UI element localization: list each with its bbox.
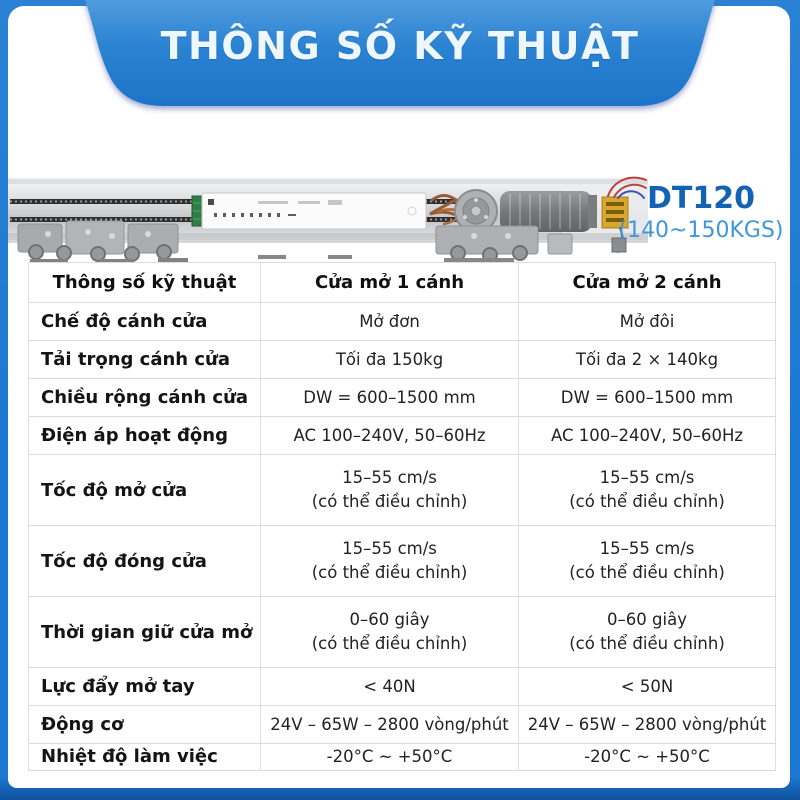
door-carriage-left <box>17 220 188 263</box>
model-name: DT120 <box>647 181 755 216</box>
row-value-double: 15–55 cm/s (có thể điều chỉnh) <box>518 454 776 526</box>
row-value-double: 24V – 65W – 2800 vòng/phút <box>518 705 776 744</box>
row-value-single: < 40N <box>260 667 519 706</box>
rail-top-cap <box>8 177 648 185</box>
product-photo <box>8 176 648 263</box>
spec-table: Thông số kỹ thuật Cửa mở 1 cánh Cửa mở 2… <box>28 262 776 771</box>
table-row: Nhiệt độ làm việc -20°C ~ +50°C -20°C ~ … <box>28 743 776 771</box>
table-header-row: Thông số kỹ thuật Cửa mở 1 cánh Cửa mở 2… <box>28 262 776 303</box>
row-value-double: 0–60 giây (có thể điều chỉnh) <box>518 596 776 668</box>
banner-ribbon-shape <box>85 0 715 106</box>
table-row: Tốc độ mở cửa 15–55 cm/s (có thể điều ch… <box>28 454 776 526</box>
terminal-block <box>601 196 629 229</box>
row-label: Chế độ cánh cửa <box>28 302 261 341</box>
column-header-double: Cửa mở 2 cánh <box>518 262 776 303</box>
model-block: DT120 (140~150KGS) <box>612 182 790 246</box>
row-value-double: DW = 600–1500 mm <box>518 378 776 417</box>
door-carriage-right <box>258 225 573 263</box>
row-value-double: < 50N <box>518 667 776 706</box>
gear-motor <box>500 191 597 232</box>
row-label: Nhiệt độ làm việc <box>28 743 261 771</box>
row-label: Tốc độ đóng cửa <box>28 525 261 597</box>
row-value-double: -20°C ~ +50°C <box>518 743 776 771</box>
row-value-single: Mở đơn <box>260 302 519 341</box>
model-capacity: (140~150KGS) <box>618 218 784 243</box>
column-header-spec: Thông số kỹ thuật <box>28 262 261 303</box>
row-value-single: DW = 600–1500 mm <box>260 378 519 417</box>
column-header-single: Cửa mở 1 cánh <box>260 262 519 303</box>
row-value-single: -20°C ~ +50°C <box>260 743 519 771</box>
page-title: THÔNG SỐ KỸ THUẬT <box>160 24 640 68</box>
row-label: Lực đẩy mở tay <box>28 667 261 706</box>
row-value-single: 0–60 giây (có thể điều chỉnh) <box>260 596 519 668</box>
row-label: Thời gian giữ cửa mở <box>28 596 261 668</box>
row-value-single: 15–55 cm/s (có thể điều chỉnh) <box>260 525 519 597</box>
sensor-connector <box>611 237 627 253</box>
table-row: Động cơ 24V – 65W – 2800 vòng/phút 24V –… <box>28 705 776 744</box>
row-value-double: Mở đôi <box>518 302 776 341</box>
row-value-single: 15–55 cm/s (có thể điều chỉnh) <box>260 454 519 526</box>
control-unit <box>191 192 427 230</box>
table-row: Tải trọng cánh cửa Tối đa 150kg Tối đa 2… <box>28 340 776 379</box>
row-value-single: 24V – 65W – 2800 vòng/phút <box>260 705 519 744</box>
table-row: Lực đẩy mở tay < 40N < 50N <box>28 667 776 706</box>
row-value-double: 15–55 cm/s (có thể điều chỉnh) <box>518 525 776 597</box>
row-value-double: Tối đa 2 × 140kg <box>518 340 776 379</box>
row-value-single: Tối đa 150kg <box>260 340 519 379</box>
table-row: Chế độ cánh cửa Mở đơn Mở đôi <box>28 302 776 341</box>
row-label: Chiều rộng cánh cửa <box>28 378 261 417</box>
row-value-single: AC 100–240V, 50–60Hz <box>260 416 519 455</box>
table-row: Thời gian giữ cửa mở 0–60 giây (có thể đ… <box>28 596 776 668</box>
row-label: Tốc độ mở cửa <box>28 454 261 526</box>
row-label: Điện áp hoạt động <box>28 416 261 455</box>
row-value-double: AC 100–240V, 50–60Hz <box>518 416 776 455</box>
table-row: Chiều rộng cánh cửa DW = 600–1500 mm DW … <box>28 378 776 417</box>
table-row: Điện áp hoạt động AC 100–240V, 50–60Hz A… <box>28 416 776 455</box>
table-row: Tốc độ đóng cửa 15–55 cm/s (có thể điều … <box>28 525 776 597</box>
header-banner: THÔNG SỐ KỸ THUẬT <box>85 0 715 118</box>
row-label: Tải trọng cánh cửa <box>28 340 261 379</box>
row-label: Động cơ <box>28 705 261 744</box>
power-wires <box>607 176 647 253</box>
